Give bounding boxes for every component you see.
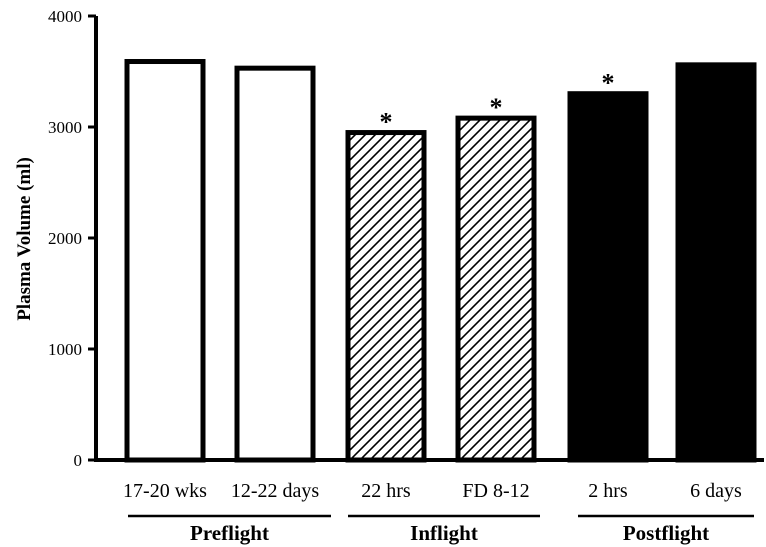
- category-label: 6 days: [690, 480, 742, 502]
- group-label-postflight: Postflight: [623, 521, 709, 545]
- category-label: 22 hrs: [361, 480, 411, 502]
- bar-fd-8-12: [455, 115, 537, 463]
- category-label: 12-22 days: [231, 480, 320, 502]
- significance-star: *: [602, 69, 615, 98]
- bar-6-days: [675, 62, 757, 463]
- y-tick-label: 0: [74, 451, 83, 470]
- significance-star: *: [380, 108, 393, 137]
- group-label-preflight: Preflight: [190, 521, 269, 545]
- y-tick-label: 4000: [48, 7, 82, 26]
- significance-star: *: [490, 93, 503, 122]
- y-axis-title: Plasma Volume (ml): [14, 157, 35, 321]
- category-label: FD 8-12: [462, 480, 529, 502]
- category-label: 2 hrs: [588, 480, 628, 502]
- bar-2-hrs: [567, 91, 649, 463]
- bar-12-22-days: [234, 65, 316, 463]
- bar-17-20-wks: [124, 59, 206, 463]
- bar-22-hrs: [345, 130, 427, 463]
- category-label: 17-20 wks: [123, 480, 207, 502]
- y-tick-label: 3000: [48, 118, 82, 137]
- y-tick-label: 1000: [48, 340, 82, 359]
- group-label-inflight: Inflight: [410, 521, 478, 545]
- y-tick-label: 2000: [48, 229, 82, 248]
